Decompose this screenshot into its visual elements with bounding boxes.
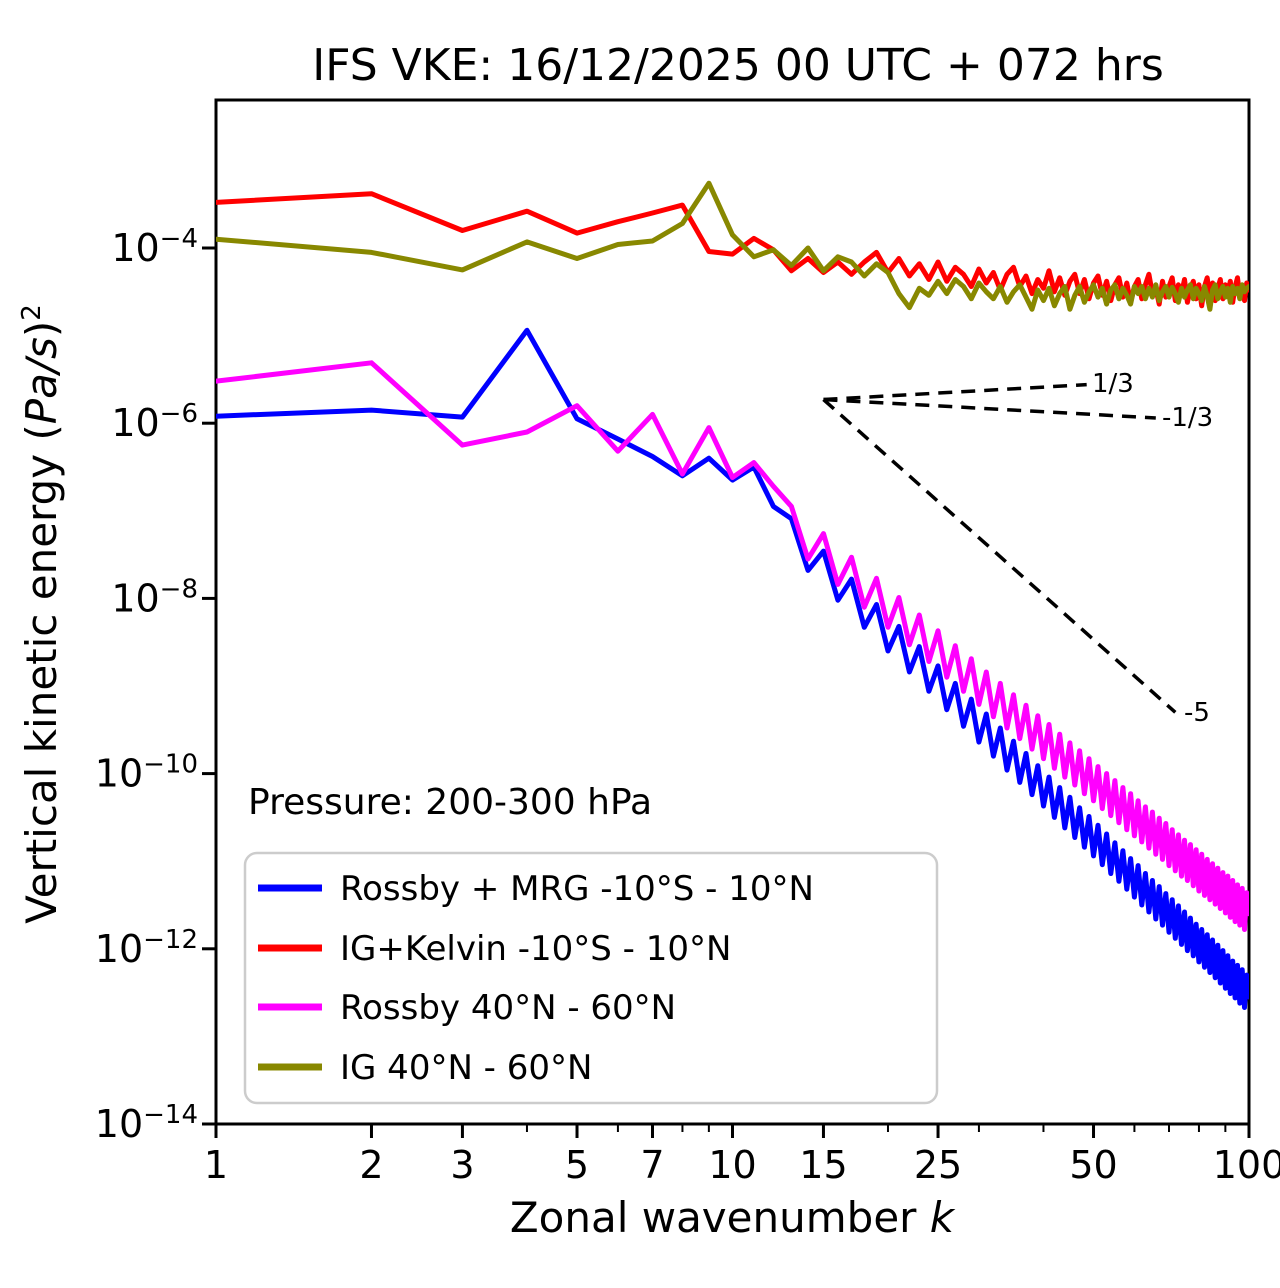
slope-label-minus-five: -5: [1184, 698, 1210, 728]
x-tick-label-25: 25: [914, 1143, 962, 1187]
legend-box: [243, 851, 939, 1105]
data-series: [216, 180, 1249, 1010]
slope-guide-1/3: [823, 382, 1087, 402]
x-tick-label-1: 1: [204, 1143, 228, 1187]
x-axis-label-text: Zonal wavenumber: [510, 1193, 930, 1242]
x-tick-label-100: 100: [1213, 1143, 1280, 1187]
slope-guide--5: [822, 398, 1177, 714]
y-tick-label-1e-14: 10−14: [95, 1100, 198, 1146]
y-tick-label-1e-6: 10−6: [111, 399, 198, 445]
y-tick-label-1e-4: 10−4: [111, 224, 198, 270]
y-axis-label-exponent: 2: [17, 304, 47, 321]
slope-guide-lines: [822, 382, 1177, 714]
y-tick-label-1e-10: 10−10: [95, 750, 198, 796]
series-line-2: [216, 360, 1249, 932]
x-tick-label-3: 3: [450, 1143, 474, 1187]
axes: 1 2 3 5 7 10 15 25 50 100 10−4 10−6 10−8 10−10 10−12 10…: [95, 98, 1280, 1187]
legend-label-ig-kelvin-tropics: IG+Kelvin -10°S - 10°N: [340, 929, 731, 969]
x-tick-label-50: 50: [1069, 1143, 1117, 1187]
legend-label-rossby-midlat: Rossby 40°N - 60°N: [340, 988, 676, 1028]
x-axis-label-variable: k: [930, 1193, 956, 1242]
x-tick-label-5: 5: [565, 1143, 589, 1187]
series-line-0: [216, 327, 1249, 1010]
x-tick-label-10: 10: [708, 1143, 756, 1187]
x-tick-label-15: 15: [799, 1143, 847, 1187]
legend-label-rossby-mrg-tropics: Rossby + MRG -10°S - 10°N: [340, 869, 814, 909]
y-axis-label-suffix: ): [17, 321, 66, 337]
slope-label-minus-one-third: -1/3: [1162, 403, 1213, 433]
y-tick-label-1e-8: 10−8: [111, 574, 198, 620]
y-axis-label-prefix: Vertical kinetic energy (: [17, 424, 66, 924]
x-tick-label-2: 2: [359, 1143, 383, 1187]
y-axis-label-units: Pa/s: [17, 337, 66, 424]
slope-label-one-third: 1/3: [1092, 369, 1134, 399]
y-axis-label: Vertical kinetic energy (Pa/s)2: [17, 304, 66, 924]
legend-label-ig-midlat: IG 40°N - 60°N: [340, 1048, 592, 1088]
slope-guide--1/3: [823, 397, 1156, 420]
pressure-annotation: Pressure: 200-300 hPa: [248, 782, 652, 823]
chart-title: IFS VKE: 16/12/2025 00 UTC + 072 hrs: [312, 40, 1164, 91]
x-tick-label-7: 7: [640, 1143, 664, 1187]
series-line-3: [216, 180, 1249, 312]
x-axis-label: Zonal wavenumber k: [510, 1193, 956, 1242]
legend: Rossby + MRG -10°S - 10°N IG+Kelvin -10°…: [243, 851, 939, 1105]
y-tick-label-1e-12: 10−12: [95, 925, 198, 971]
